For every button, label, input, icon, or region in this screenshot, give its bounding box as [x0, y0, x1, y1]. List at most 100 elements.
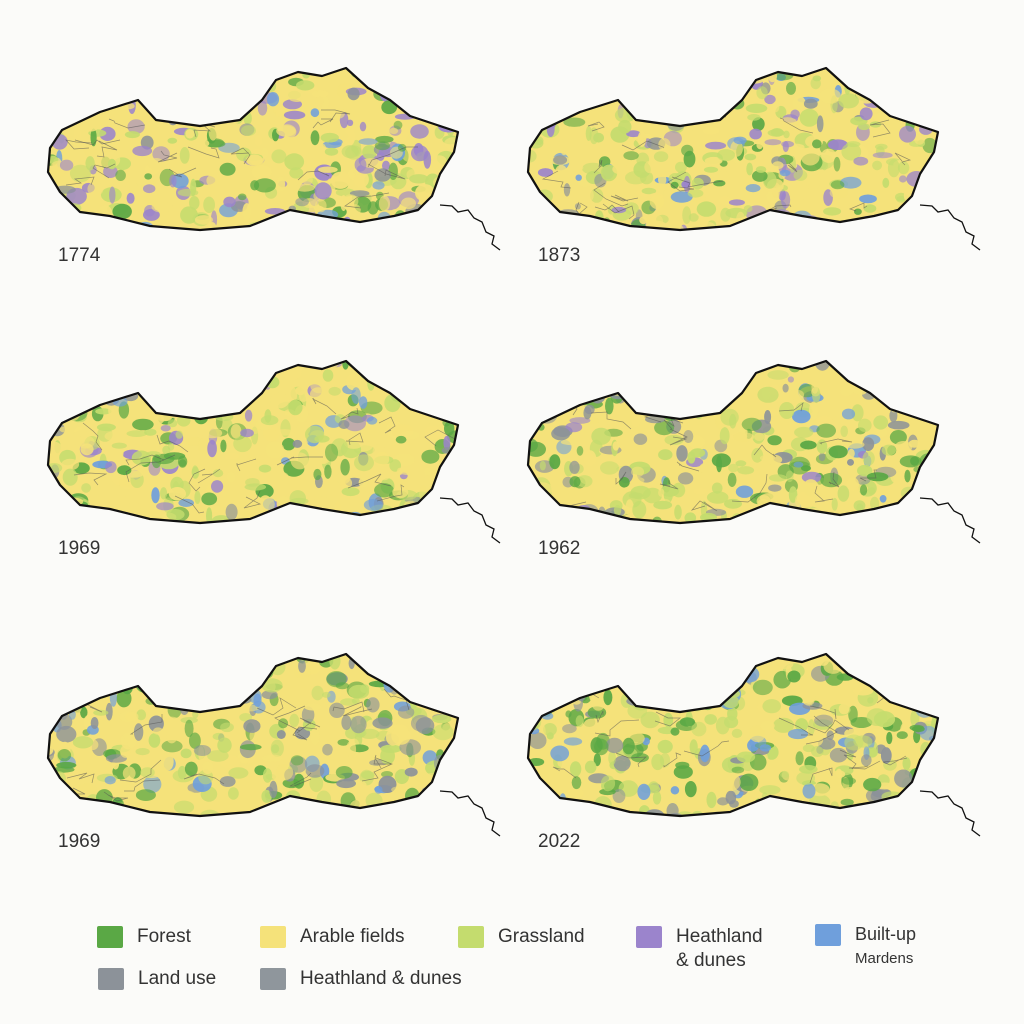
legend-swatch: [97, 926, 123, 948]
land-patch: [622, 737, 635, 755]
land-patch: [706, 491, 729, 504]
land-patch: [643, 487, 662, 504]
land-patch: [354, 454, 374, 472]
land-patch: [397, 705, 415, 719]
boundary-line: [361, 757, 393, 782]
land-patch: [104, 431, 127, 442]
land-patch: [792, 95, 806, 111]
land-patch: [143, 208, 160, 221]
land-patch: [391, 727, 411, 745]
land-patch: [735, 460, 747, 467]
land-patch: [887, 159, 900, 178]
land-patch: [209, 505, 221, 513]
land-patch: [423, 150, 432, 169]
boundary-line: [809, 705, 837, 720]
land-patch: [242, 203, 252, 221]
land-patch: [795, 751, 804, 766]
boundary-line: [168, 167, 197, 178]
land-patch: [922, 137, 937, 154]
land-patch: [546, 732, 554, 740]
land-patch: [863, 204, 877, 213]
land-patch: [782, 141, 789, 153]
boundary-line: [383, 688, 410, 711]
land-patch: [208, 123, 218, 141]
land-patch: [309, 774, 324, 793]
land-patch: [583, 718, 599, 732]
land-patch: [261, 690, 278, 700]
land-patch: [237, 193, 247, 201]
land-patch: [728, 463, 739, 473]
land-patch: [328, 386, 341, 396]
land-patch: [220, 722, 234, 733]
land-patch: [261, 147, 269, 159]
land-patch: [696, 201, 717, 217]
boundary-line: [66, 772, 95, 784]
land-patch: [859, 107, 873, 121]
land-patch: [240, 428, 254, 438]
land-patch: [180, 790, 196, 801]
boundary-line: [344, 192, 390, 209]
land-patch: [161, 740, 183, 753]
land-patch: [132, 418, 154, 431]
land-patch: [169, 174, 177, 188]
land-patch: [640, 711, 660, 729]
land-patch: [276, 730, 286, 739]
land-patch: [152, 727, 164, 735]
land-patch: [93, 709, 109, 716]
land-patch: [673, 765, 693, 779]
land-patch: [391, 786, 408, 793]
land-patch: [56, 761, 77, 769]
land-patch: [679, 717, 695, 727]
boundary-line: [73, 472, 108, 486]
boundary-line: [663, 752, 682, 768]
land-patch: [344, 415, 366, 432]
coast-line: [919, 790, 981, 837]
land-patch: [203, 196, 216, 213]
land-patch: [861, 754, 872, 767]
land-patch: [393, 120, 403, 130]
boundary-line: [590, 411, 632, 430]
land-patch: [374, 786, 383, 794]
land-patch: [151, 487, 160, 504]
land-patch: [682, 206, 692, 225]
land-patch: [359, 396, 368, 409]
land-patch: [225, 503, 238, 521]
land-patch: [889, 409, 898, 423]
land-patch: [287, 88, 307, 102]
land-patch: [612, 441, 620, 451]
land-patch: [648, 781, 659, 791]
land-patch: [257, 100, 268, 116]
boundary-line: [615, 471, 627, 485]
land-patch: [112, 717, 122, 726]
land-patch: [389, 127, 399, 135]
land-patch: [105, 754, 127, 763]
land-patch: [191, 138, 210, 148]
land-patch: [563, 117, 586, 127]
land-patch: [122, 766, 136, 781]
boundary-line: [602, 203, 635, 220]
land-patch: [653, 500, 673, 510]
land-patch: [886, 731, 893, 745]
land-patch: [584, 404, 595, 415]
land-patch: [99, 126, 116, 141]
land-patch: [313, 468, 322, 481]
land-patch: [563, 737, 583, 746]
land-patch: [675, 761, 690, 769]
land-patch: [559, 140, 569, 156]
land-patch: [315, 199, 327, 213]
boundary-line: [243, 490, 262, 509]
land-patch: [805, 172, 821, 191]
boundary-line: [859, 469, 877, 482]
land-patch: [410, 714, 431, 732]
land-patch: [781, 191, 791, 209]
land-patch: [569, 476, 581, 488]
land-patch: [284, 153, 305, 171]
land-patch: [632, 500, 647, 519]
land-patch: [702, 126, 720, 135]
land-patch: [254, 134, 263, 147]
land-patch: [793, 169, 808, 181]
land-patch: [832, 122, 847, 136]
land-patch: [398, 468, 421, 476]
boundary-line: [593, 159, 603, 174]
land-patch: [838, 93, 859, 109]
